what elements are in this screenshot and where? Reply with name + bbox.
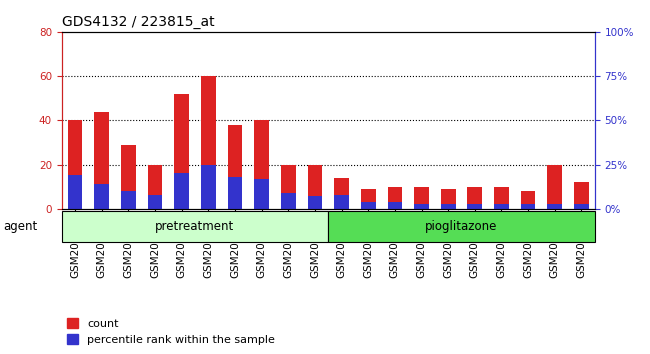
Bar — [547, 204, 562, 209]
Bar — [521, 204, 536, 209]
Bar — [328, 211, 595, 242]
Bar — [361, 189, 376, 209]
Bar — [281, 193, 296, 209]
Bar — [414, 204, 429, 209]
Bar — [121, 145, 136, 209]
Bar — [494, 187, 509, 209]
Bar — [68, 175, 83, 209]
Bar — [414, 187, 429, 209]
Bar — [174, 173, 189, 209]
Bar — [334, 195, 349, 209]
Text: pretreatment: pretreatment — [155, 220, 235, 233]
Bar — [254, 179, 269, 209]
Bar — [334, 178, 349, 209]
Text: GDS4132 / 223815_at: GDS4132 / 223815_at — [62, 16, 214, 29]
Bar — [494, 204, 509, 209]
Bar — [307, 196, 322, 209]
Bar — [201, 165, 216, 209]
Bar — [148, 195, 162, 209]
Text: agent: agent — [3, 220, 38, 233]
Bar — [467, 204, 482, 209]
Bar — [227, 177, 242, 209]
Bar — [307, 165, 322, 209]
Bar — [361, 202, 376, 209]
Bar — [121, 191, 136, 209]
Bar — [281, 165, 296, 209]
Bar — [441, 189, 456, 209]
Bar — [254, 120, 269, 209]
Text: pioglitazone: pioglitazone — [425, 220, 498, 233]
Bar — [174, 94, 189, 209]
Bar — [521, 191, 536, 209]
Bar — [441, 204, 456, 209]
Bar — [94, 184, 109, 209]
Bar — [68, 120, 83, 209]
Bar — [201, 76, 216, 209]
Bar — [94, 112, 109, 209]
Bar — [227, 125, 242, 209]
Bar — [467, 187, 482, 209]
Bar — [574, 182, 589, 209]
Bar — [574, 204, 589, 209]
Legend: count, percentile rank within the sample: count, percentile rank within the sample — [68, 319, 275, 345]
Bar — [387, 202, 402, 209]
Bar — [547, 165, 562, 209]
Bar — [387, 187, 402, 209]
Bar — [62, 211, 328, 242]
Bar — [148, 165, 162, 209]
